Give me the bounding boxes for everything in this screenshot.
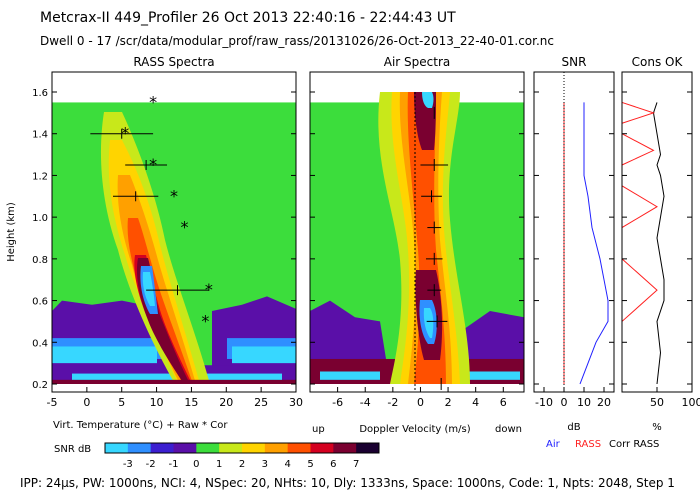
xtick-label-1-6: 6 bbox=[500, 396, 507, 409]
xtick-label-0-2: 5 bbox=[118, 396, 125, 409]
ytick-label-4: 1.0 bbox=[32, 213, 48, 224]
xtick-label-3-0: 50 bbox=[650, 396, 664, 409]
panel3-series-1 bbox=[621, 101, 658, 384]
xtick-label-1-5: 4 bbox=[472, 396, 479, 409]
ytick-label-1: 0.4 bbox=[32, 338, 48, 349]
air-x-axis-left: up bbox=[312, 424, 325, 435]
colorbar-tick-9: 6 bbox=[330, 459, 336, 470]
rass-band-left-cyan bbox=[52, 346, 157, 364]
panel-frame-2 bbox=[533, 71, 615, 393]
xtick-label-0-7: 30 bbox=[289, 396, 303, 409]
figure-title: Metcrax-II 449_Profiler 26 Oct 2013 22:4… bbox=[40, 10, 456, 26]
colorbar-tick-1: -2 bbox=[146, 459, 156, 470]
rass-band-right-cyan bbox=[232, 346, 296, 364]
panel-title-1: Air Spectra bbox=[384, 55, 451, 69]
colorbar-tick-7: 4 bbox=[284, 459, 290, 470]
air-band-bottom-cyan-right bbox=[460, 371, 520, 380]
colorbar-tick-10: 7 bbox=[353, 459, 359, 470]
colorbar-segment-9 bbox=[310, 443, 334, 453]
legend-corr: Corr RASS bbox=[609, 439, 659, 450]
panel2-series-0 bbox=[579, 102, 609, 385]
rass-cor-point-6: * bbox=[201, 311, 209, 330]
y-axis-label: Height (km) bbox=[6, 202, 17, 262]
xtick-label-1-1: -4 bbox=[360, 396, 371, 409]
panel-title-3: Cons OK bbox=[632, 55, 684, 69]
rass-cor-point-3: * bbox=[170, 186, 178, 205]
xtick-label-2-3: 20 bbox=[597, 396, 611, 409]
air-x-axis-right: down bbox=[495, 424, 522, 435]
xtick-label-2-1: 0 bbox=[561, 396, 568, 409]
xtick-label-3-1: 100 bbox=[682, 396, 700, 409]
xtick-label-1-4: 2 bbox=[445, 396, 452, 409]
xtick-label-0-6: 25 bbox=[254, 396, 268, 409]
colorbar-segment-0 bbox=[105, 443, 129, 453]
rass-x-axis-label: Virt. Temperature (°C) + Raw * Cor bbox=[53, 420, 228, 431]
xtick-label-2-2: 10 bbox=[577, 396, 591, 409]
colorbar-segment-7 bbox=[264, 443, 289, 453]
cons-x-axis-label: % bbox=[652, 422, 662, 433]
colorbar-tick-0: -3 bbox=[123, 459, 133, 470]
panel-frame-0 bbox=[51, 71, 297, 393]
colorbar-segment-10 bbox=[333, 443, 357, 453]
rass-cor-point-5: * bbox=[205, 280, 213, 299]
xtick-label-0-1: 0 bbox=[83, 396, 90, 409]
rass-cor-point-2: * bbox=[149, 155, 157, 174]
panel-frame-1 bbox=[309, 71, 525, 393]
snr-x-axis-label: dB bbox=[567, 422, 580, 433]
rass-cor-point-1: * bbox=[121, 124, 129, 143]
ytick-label-3: 0.8 bbox=[32, 255, 48, 266]
ytick-label-7: 1.6 bbox=[32, 88, 48, 99]
rass-cor-point-4: * bbox=[180, 218, 188, 237]
air-heat-layer-8 bbox=[422, 92, 434, 108]
ytick-label-0: 0.2 bbox=[32, 380, 48, 391]
colorbar-segment-8 bbox=[287, 443, 311, 453]
legend-air: Air bbox=[546, 439, 561, 450]
rass-cor-point-0: * bbox=[149, 92, 157, 111]
xtick-label-0-0: -5 bbox=[47, 396, 58, 409]
colorbar-segment-4 bbox=[196, 443, 220, 453]
colorbar-segment-2 bbox=[150, 443, 174, 453]
colorbar-tick-3: 0 bbox=[193, 459, 199, 470]
legend-rass: RASS bbox=[575, 439, 601, 450]
colorbar-frame bbox=[104, 442, 380, 454]
colorbar-segment-6 bbox=[242, 443, 266, 453]
rass-bottom-edge bbox=[52, 379, 296, 384]
ytick-label-2: 0.6 bbox=[32, 297, 48, 308]
panel-title-2: SNR bbox=[562, 55, 587, 69]
xtick-label-0-4: 15 bbox=[184, 396, 198, 409]
colorbar-tick-4: 1 bbox=[216, 459, 222, 470]
air-x-axis-label: Doppler Velocity (m/s) bbox=[359, 424, 470, 435]
colorbar-segment-1 bbox=[127, 443, 152, 453]
air-heat-layer-7 bbox=[423, 308, 434, 338]
figure-subtitle: Dwell 0 - 17 /scr/data/modular_prof/raw_… bbox=[40, 34, 554, 48]
colorbar-tick-5: 2 bbox=[239, 459, 245, 470]
colorbar-label: SNR dB bbox=[54, 444, 91, 455]
rass-plume-layer-7 bbox=[142, 272, 155, 306]
air-band-bottom-cyan-left bbox=[320, 371, 380, 380]
colorbar-tick-6: 3 bbox=[262, 459, 268, 470]
xtick-label-0-5: 20 bbox=[219, 396, 233, 409]
panel3-series-0 bbox=[652, 102, 665, 385]
panel-title-0: RASS Spectra bbox=[133, 55, 214, 69]
xtick-label-0-3: 10 bbox=[150, 396, 164, 409]
xtick-label-1-0: -6 bbox=[332, 396, 343, 409]
xtick-label-1-3: 0 bbox=[417, 396, 424, 409]
colorbar-segment-3 bbox=[173, 443, 197, 453]
xtick-label-1-2: -2 bbox=[387, 396, 398, 409]
xtick-label-2-0: -10 bbox=[535, 396, 553, 409]
figure-footer: IPP: 24µs, PW: 1000ns, NCI: 4, NSpec: 20… bbox=[20, 476, 675, 490]
colorbar-segment-11 bbox=[356, 443, 380, 453]
colorbar-tick-2: -1 bbox=[169, 459, 179, 470]
ytick-label-5: 1.2 bbox=[32, 171, 48, 182]
colorbar-tick-8: 5 bbox=[307, 459, 313, 470]
ytick-label-6: 1.4 bbox=[32, 130, 48, 141]
colorbar-segment-5 bbox=[219, 443, 243, 453]
